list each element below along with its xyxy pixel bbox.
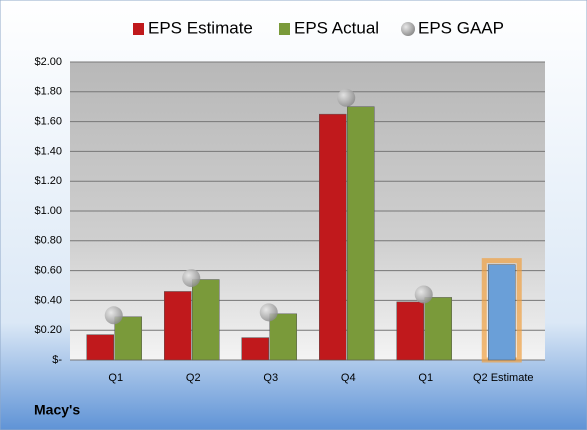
y-tick-label: $1.00 [34,205,62,217]
x-tick-label: Q1 [418,372,433,384]
bar [164,291,192,361]
x-tick-label: Q3 [263,372,278,384]
legend-label: EPS Estimate [148,18,253,37]
legend-marker [133,23,144,35]
x-tick-label: Q2 Estimate [473,372,534,384]
x-tick-label: Q1 [108,372,123,384]
bar [269,313,297,361]
marker [259,303,278,322]
x-tick-label: Q2 [186,372,201,384]
legend-marker [279,23,290,35]
legend-label: EPS GAAP [418,18,504,37]
bar [488,264,516,361]
bar [86,334,114,361]
y-tick-label: $1.80 [34,86,62,98]
marker [337,88,356,107]
y-tick-label: $1.20 [34,175,62,187]
chart-title: Macy's [34,402,80,418]
marker [104,306,123,325]
legend-marker [401,22,415,36]
y-tick-label: $2.00 [34,56,62,68]
bar [347,106,375,361]
bar [396,301,424,361]
bar [319,113,347,361]
y-tick-label: $- [52,354,62,366]
y-tick-label: $1.40 [34,145,62,157]
bar [424,297,452,361]
y-tick-label: $0.80 [34,235,62,247]
y-tick-label: $1.60 [34,116,62,128]
y-tick-label: $0.20 [34,324,62,336]
marker [182,269,201,288]
y-tick-label: $0.60 [34,265,62,277]
marker [414,285,433,304]
bar [192,279,220,361]
bar [114,316,142,361]
x-tick-label: Q4 [341,372,356,384]
y-tick-label: $0.40 [34,294,62,306]
legend-label: EPS Actual [294,18,379,37]
bar [241,337,269,361]
